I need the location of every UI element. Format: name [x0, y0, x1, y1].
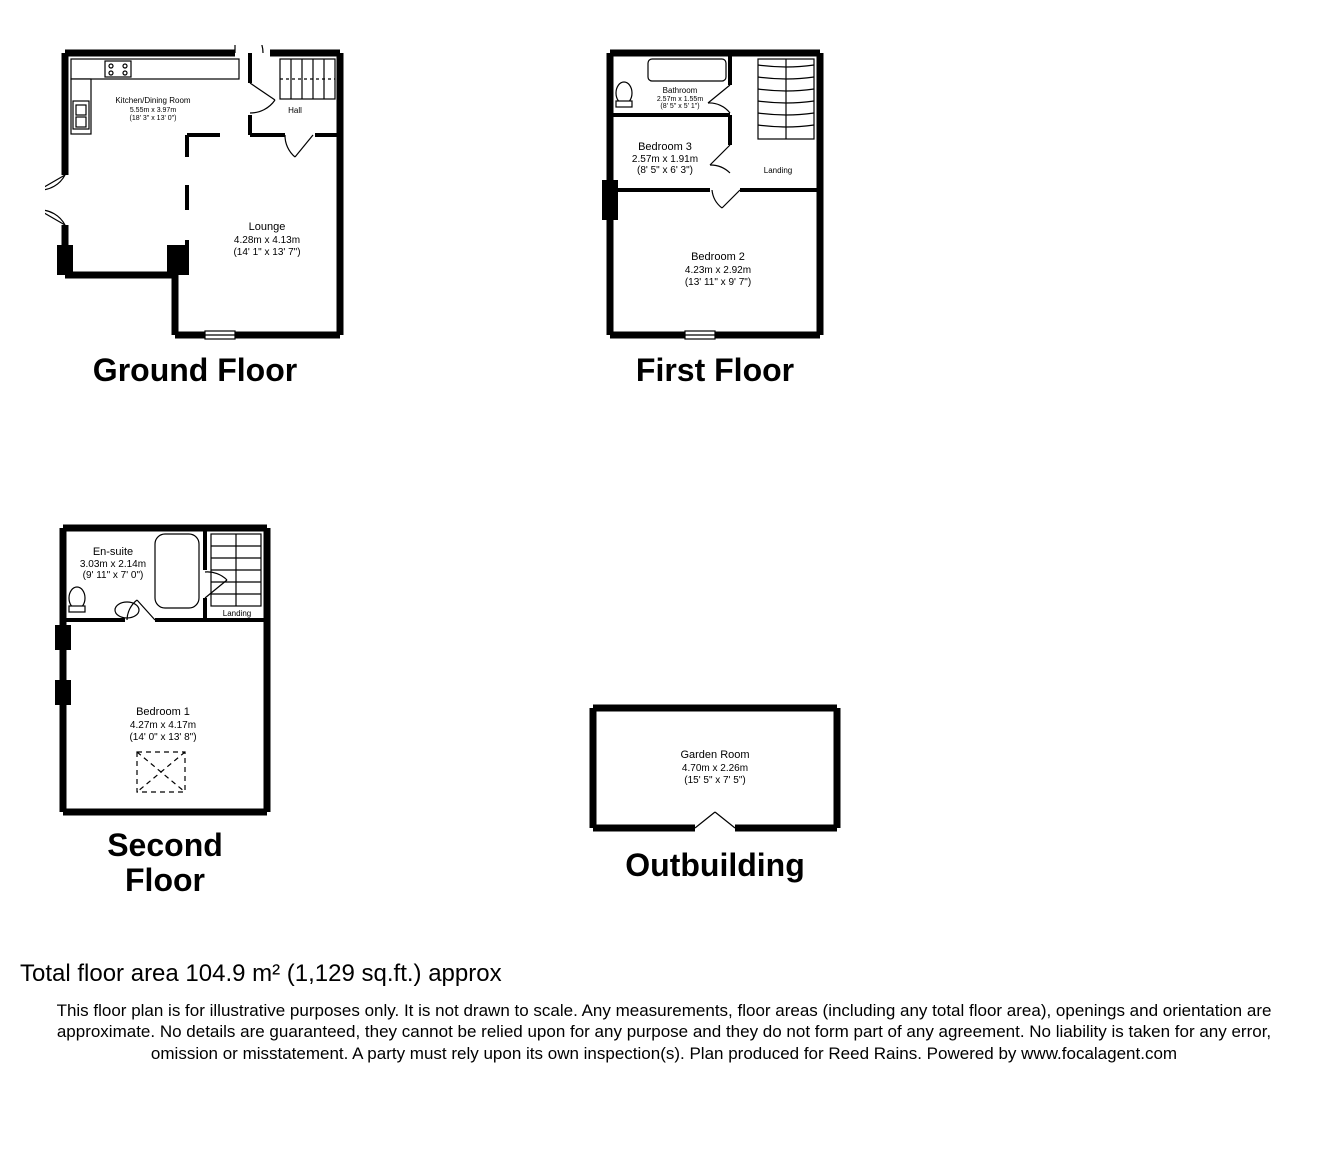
kitchen-name: Kitchen/Dining Room [115, 96, 190, 105]
garden-name: Garden Room [680, 749, 749, 761]
kitchen-dim-m: 5.55m x 3.97m [130, 107, 176, 114]
bedroom3-name: Bedroom 3 [638, 141, 692, 153]
ensuite-dim-m: 3.03m x 2.14m [80, 559, 146, 570]
lounge-dim-ft: (14' 1" x 13' 7") [233, 247, 300, 258]
total-area-text: Total floor area 104.9 m² (1,129 sq.ft.)… [20, 960, 502, 988]
landing1-name: Landing [764, 166, 792, 175]
second-floor-title: Second Floor [55, 828, 275, 898]
first-floor-plan: Bathroom 2.57m x 1.55m (8' 5" x 5' 1") B… [600, 45, 830, 388]
bathroom-dim-ft: (8' 5" x 5' 1") [660, 103, 699, 110]
bedroom3-dim-m: 2.57m x 1.91m [632, 154, 698, 165]
ground-floor-plan: Kitchen/Dining Room 5.55m x 3.97m (18' 3… [45, 45, 345, 388]
disclaimer-text: This floor plan is for illustrative purp… [34, 1000, 1294, 1064]
bedroom2-dim-m: 4.23m x 2.92m [685, 265, 751, 276]
garden-dim-ft: (15' 5" x 7' 5") [684, 775, 746, 786]
landing2-name: Landing [223, 609, 251, 618]
outbuilding-plan: Garden Room 4.70m x 2.26m (15' 5" x 7' 5… [585, 700, 845, 883]
second-floor-svg: En-suite 3.03m x 2.14m (9' 11" x 7' 0") … [55, 520, 275, 820]
outbuilding-title: Outbuilding [585, 848, 845, 883]
second-floor-title-l1: Second [107, 827, 223, 863]
first-floor-svg: Bathroom 2.57m x 1.55m (8' 5" x 5' 1") B… [600, 45, 830, 345]
bedroom1-dim-ft: (14' 0" x 13' 8") [129, 732, 196, 743]
ensuite-name: En-suite [93, 546, 133, 558]
bedroom1-dim-m: 4.27m x 4.17m [130, 720, 196, 731]
hall-name: Hall [288, 106, 302, 115]
ground-floor-title: Ground Floor [45, 353, 345, 388]
garden-dim-m: 4.70m x 2.26m [682, 763, 748, 774]
bathroom-dim-m: 2.57m x 1.55m [657, 96, 703, 103]
second-floor-title-l2: Floor [125, 862, 205, 898]
lounge-dim-m: 4.28m x 4.13m [234, 235, 300, 246]
page: Kitchen/Dining Room 5.55m x 3.97m (18' 3… [0, 0, 1328, 1151]
bedroom1-name: Bedroom 1 [136, 706, 190, 718]
ground-floor-svg: Kitchen/Dining Room 5.55m x 3.97m (18' 3… [45, 45, 345, 345]
bedroom2-name: Bedroom 2 [691, 251, 745, 263]
lounge-name: Lounge [249, 221, 286, 233]
outbuilding-svg: Garden Room 4.70m x 2.26m (15' 5" x 7' 5… [585, 700, 845, 840]
ensuite-dim-ft: (9' 11" x 7' 0") [83, 570, 144, 581]
bedroom2-dim-ft: (13' 11" x 9' 7") [685, 277, 751, 288]
kitchen-dim-ft: (18' 3" x 13' 0") [130, 115, 177, 122]
bathroom-name: Bathroom [663, 86, 698, 95]
first-floor-title: First Floor [600, 353, 830, 388]
bedroom3-dim-ft: (8' 5" x 6' 3") [637, 165, 693, 176]
second-floor-plan: En-suite 3.03m x 2.14m (9' 11" x 7' 0") … [55, 520, 275, 898]
